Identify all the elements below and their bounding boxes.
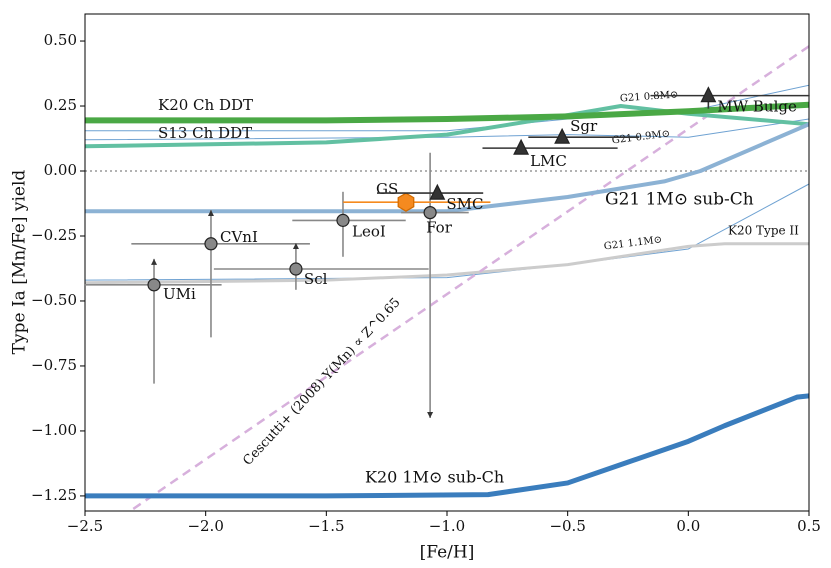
- point-marker: [513, 138, 530, 155]
- y-tick-label: 0.25: [44, 96, 77, 114]
- series-line: [132, 45, 809, 510]
- series-line: [85, 393, 809, 499]
- point-marker: [397, 192, 415, 212]
- limit-arrow: [292, 243, 299, 250]
- point-marker: [336, 213, 350, 227]
- point-label: CVnI: [220, 228, 258, 246]
- x-tick-label: −2.5: [67, 517, 103, 535]
- point-marker: [289, 262, 303, 276]
- series-label: K20 Type II: [728, 224, 799, 238]
- x-tick-label: −2.0: [187, 517, 223, 535]
- y-tick-label: −0.75: [31, 356, 77, 374]
- x-tick-label: −0.5: [549, 517, 585, 535]
- limit-arrow: [427, 411, 434, 418]
- y-tick-label: −0.50: [31, 291, 77, 309]
- point-label: Sgr: [570, 117, 598, 135]
- limit-arrow: [207, 209, 214, 216]
- x-tick-label: −1.0: [429, 517, 465, 535]
- point-marker: [423, 205, 437, 220]
- x-axis-label: [Fe/H]: [420, 543, 475, 563]
- point-label: LMC: [530, 152, 567, 170]
- point-label: LeoI: [352, 222, 386, 240]
- series-label: K20 Ch DDT: [158, 96, 253, 114]
- y-tick-label: −0.25: [31, 226, 77, 244]
- series-label: Cescutti+ (2008) Y(Mn) ∝ Z^0.65: [240, 295, 403, 469]
- point-label: GS: [376, 180, 398, 198]
- y-tick-label: −1.25: [31, 486, 77, 504]
- x-tick-label: −1.5: [308, 517, 344, 535]
- y-tick-label: 0.50: [44, 31, 77, 49]
- series-label: G21 1.1M⊙: [603, 234, 662, 252]
- series-label: G21 0.8M⊙: [620, 89, 679, 104]
- series-line: [85, 101, 809, 124]
- point-label: UMi: [163, 285, 196, 303]
- series-label: S13 Ch DDT: [158, 124, 252, 142]
- series-label: K20 1M⊙ sub-Ch: [365, 468, 504, 487]
- series-label: G21 1M⊙ sub-Ch: [605, 190, 754, 210]
- series-line: [85, 122, 809, 214]
- limit-arrow: [151, 258, 158, 265]
- point-label: SMC: [446, 195, 483, 213]
- point-label: MW Bulge: [717, 98, 797, 116]
- series-line: [85, 118, 809, 141]
- point-marker: [204, 237, 218, 251]
- y-axis-label: Type Ia [Mn/Fe] yield: [10, 170, 30, 355]
- point-marker: [554, 127, 571, 144]
- point-label: Scl: [304, 270, 328, 288]
- y-tick-label: −1.00: [31, 421, 77, 439]
- y-tick-label: 0.00: [44, 161, 77, 179]
- series-line: [85, 242, 809, 285]
- point-label: For: [426, 219, 453, 237]
- x-tick-label: 0.5: [797, 517, 821, 535]
- point-marker: [700, 86, 717, 103]
- plot-area: [85, 45, 809, 510]
- point-marker: [147, 278, 161, 292]
- x-tick-label: 0.0: [676, 517, 700, 535]
- point-marker: [429, 183, 446, 200]
